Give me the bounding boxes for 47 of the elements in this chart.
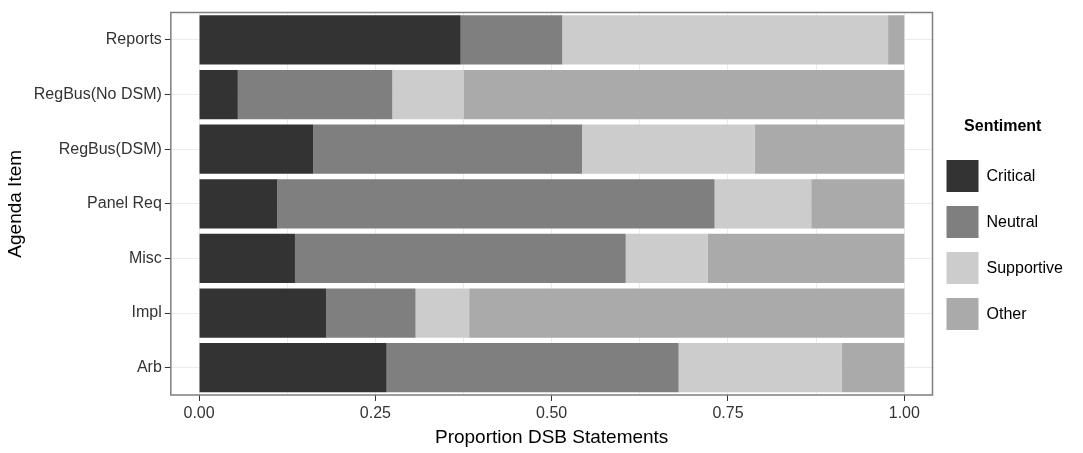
y-tick-label: Impl bbox=[131, 303, 162, 321]
legend-label: Critical bbox=[986, 166, 1036, 184]
bar bbox=[460, 15, 563, 65]
bar bbox=[562, 15, 889, 65]
y-tick-label: Panel Req bbox=[87, 194, 162, 212]
bar bbox=[199, 233, 295, 284]
legend-label: Neutral bbox=[986, 212, 1039, 230]
legend-label: Supportive bbox=[986, 258, 1064, 276]
bar bbox=[754, 124, 905, 174]
bar bbox=[294, 233, 626, 284]
bar bbox=[625, 233, 708, 284]
bar bbox=[199, 15, 461, 65]
bar bbox=[199, 179, 278, 229]
x-tick-label: 0.75 bbox=[712, 404, 744, 422]
legend-label: Other bbox=[986, 304, 1028, 322]
y-axis-title: Agenda Item bbox=[3, 149, 25, 258]
x-axis-title: Proportion DSB Statements bbox=[434, 425, 669, 447]
y-tick-label: RegBus(No DSM) bbox=[33, 84, 162, 102]
bar bbox=[463, 69, 905, 120]
x-tick-label: 0.50 bbox=[536, 404, 568, 422]
y-tick-label: RegBus(DSM) bbox=[58, 139, 162, 157]
bar bbox=[386, 343, 679, 393]
bar bbox=[678, 343, 842, 393]
bar bbox=[277, 179, 715, 229]
y-tick-label: Misc bbox=[128, 248, 162, 266]
x-tick-label: 0.00 bbox=[183, 404, 215, 422]
bar bbox=[707, 233, 905, 284]
x-tick-label: 1.00 bbox=[888, 404, 920, 422]
bar bbox=[325, 288, 416, 338]
bar bbox=[199, 124, 314, 174]
bar bbox=[714, 179, 812, 229]
bar bbox=[469, 288, 905, 338]
bar bbox=[392, 69, 464, 120]
bar bbox=[582, 124, 755, 174]
legend-title: Sentiment bbox=[964, 117, 1043, 135]
bar bbox=[811, 179, 905, 229]
y-tick-label: Reports bbox=[105, 30, 162, 48]
bar bbox=[237, 69, 393, 120]
bar bbox=[841, 343, 905, 393]
y-tick-label: Arb bbox=[136, 358, 162, 376]
x-tick-label: 0.25 bbox=[359, 404, 392, 422]
bar bbox=[199, 69, 238, 120]
bar bbox=[888, 15, 905, 65]
bar bbox=[199, 288, 326, 338]
bar bbox=[313, 124, 582, 174]
bar bbox=[415, 288, 470, 338]
bar bbox=[199, 343, 387, 393]
